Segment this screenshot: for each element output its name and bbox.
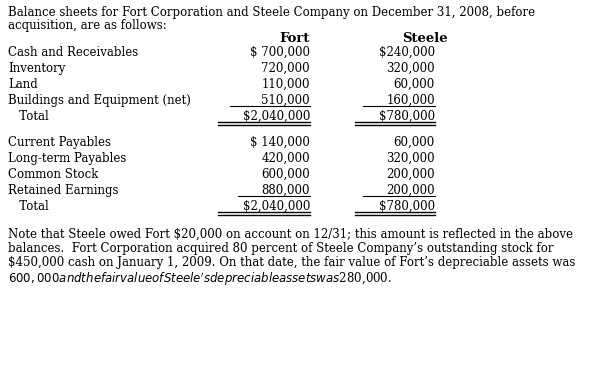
Text: 510,000: 510,000 — [261, 94, 310, 107]
Text: acquisition, are as follows:: acquisition, are as follows: — [8, 19, 167, 32]
Text: $ 140,000: $ 140,000 — [250, 136, 310, 149]
Text: Note that Steele owed Fort $20,000 on account on 12/31; this amount is reflected: Note that Steele owed Fort $20,000 on ac… — [8, 228, 573, 241]
Text: 320,000: 320,000 — [386, 152, 435, 165]
Text: $450,000 cash on January 1, 2009. On that date, the fair value of Fort’s depreci: $450,000 cash on January 1, 2009. On tha… — [8, 256, 575, 269]
Text: 720,000: 720,000 — [261, 62, 310, 75]
Text: Total: Total — [8, 110, 49, 123]
Text: 200,000: 200,000 — [386, 168, 435, 181]
Text: Total: Total — [8, 200, 49, 213]
Text: 200,000: 200,000 — [386, 184, 435, 197]
Text: Fort: Fort — [280, 32, 310, 45]
Text: Current Payables: Current Payables — [8, 136, 111, 149]
Text: Land: Land — [8, 78, 38, 91]
Text: 420,000: 420,000 — [261, 152, 310, 165]
Text: $ 700,000: $ 700,000 — [250, 46, 310, 59]
Text: 320,000: 320,000 — [386, 62, 435, 75]
Text: $780,000: $780,000 — [379, 110, 435, 123]
Text: Inventory: Inventory — [8, 62, 65, 75]
Text: $2,040,000: $2,040,000 — [243, 110, 310, 123]
Text: balances.  Fort Corporation acquired 80 percent of Steele Company’s outstanding : balances. Fort Corporation acquired 80 p… — [8, 242, 553, 255]
Text: $240,000: $240,000 — [379, 46, 435, 59]
Text: Cash and Receivables: Cash and Receivables — [8, 46, 138, 59]
Text: 880,000: 880,000 — [262, 184, 310, 197]
Text: Retained Earnings: Retained Earnings — [8, 184, 118, 197]
Text: Common Stock: Common Stock — [8, 168, 98, 181]
Text: 110,000: 110,000 — [262, 78, 310, 91]
Text: Long-term Payables: Long-term Payables — [8, 152, 126, 165]
Text: Steele: Steele — [402, 32, 448, 45]
Text: 600,000: 600,000 — [261, 168, 310, 181]
Text: Buildings and Equipment (net): Buildings and Equipment (net) — [8, 94, 191, 107]
Text: Balance sheets for Fort Corporation and Steele Company on December 31, 2008, bef: Balance sheets for Fort Corporation and … — [8, 6, 535, 19]
Text: $600,000 and the fair value of Steele's depreciable assets was $280,000.: $600,000 and the fair value of Steele's … — [8, 270, 392, 288]
Text: 60,000: 60,000 — [393, 78, 435, 91]
Text: $780,000: $780,000 — [379, 200, 435, 213]
Text: 160,000: 160,000 — [386, 94, 435, 107]
Text: $2,040,000: $2,040,000 — [243, 200, 310, 213]
Text: 60,000: 60,000 — [393, 136, 435, 149]
